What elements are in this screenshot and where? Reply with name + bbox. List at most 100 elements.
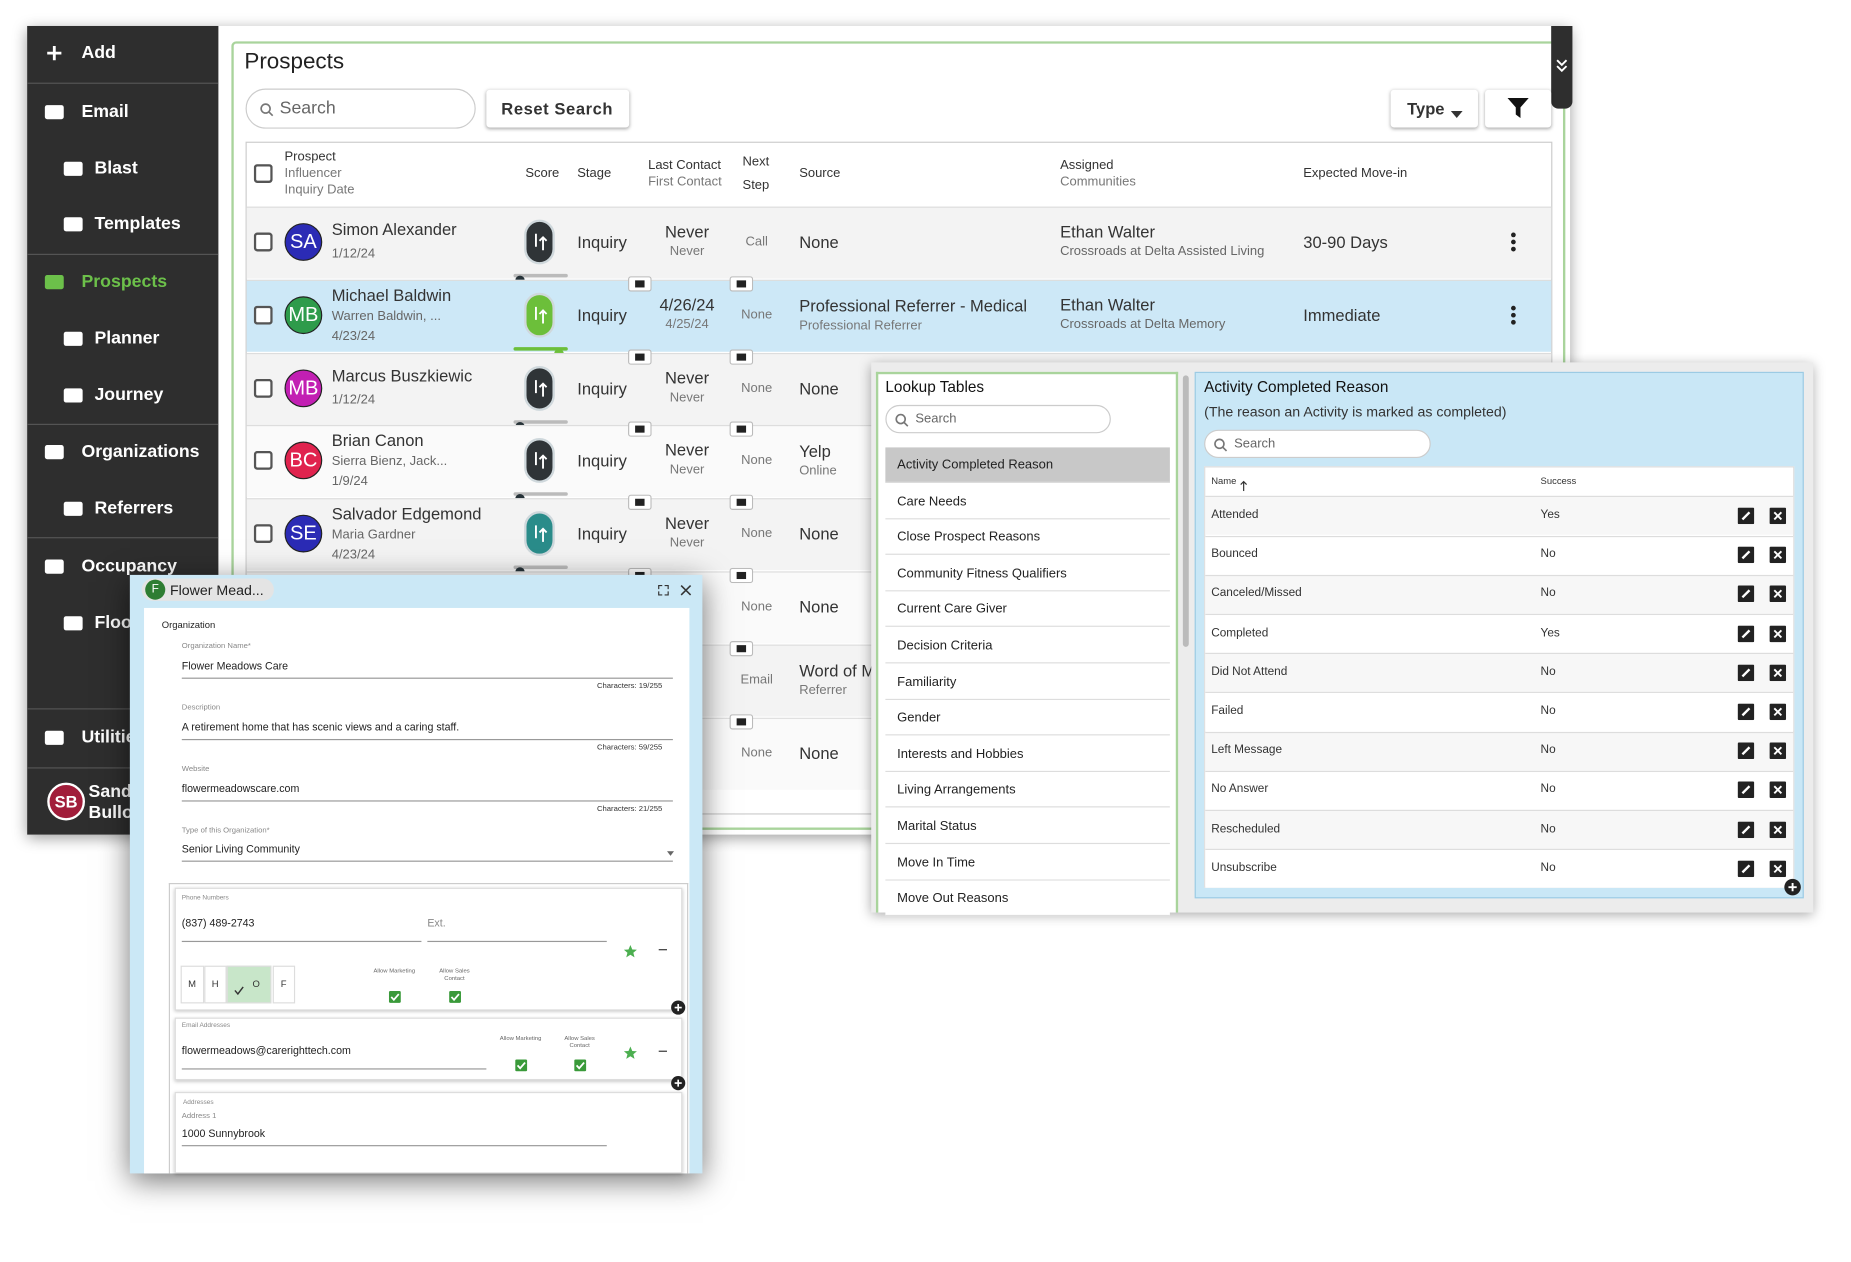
- lookup-item[interactable]: [885, 664, 1170, 700]
- add-phone-button[interactable]: [671, 1000, 686, 1015]
- checkbox[interactable]: [574, 1057, 587, 1072]
- sidebar-item[interactable]: Add: [81, 42, 116, 63]
- delete-button[interactable]: [1769, 821, 1787, 838]
- sidebar-item[interactable]: Email: [81, 101, 129, 122]
- sidebar-item[interactable]: Referrers: [94, 498, 174, 519]
- delete-button[interactable]: [1769, 781, 1787, 799]
- primary-star[interactable]: [623, 943, 637, 958]
- edit-button[interactable]: [1737, 585, 1755, 603]
- lookup-item[interactable]: [885, 628, 1170, 664]
- lookup-item[interactable]: [885, 700, 1170, 736]
- search-box[interactable]: [245, 88, 476, 129]
- contact-button[interactable]: [729, 713, 754, 730]
- field-underline[interactable]: [181, 677, 673, 679]
- sidebar-item[interactable]: Planner: [94, 328, 160, 349]
- contact-button[interactable]: [729, 348, 754, 365]
- field-underline[interactable]: [181, 1068, 487, 1070]
- lookup-item[interactable]: [885, 519, 1170, 556]
- sidebar-item[interactable]: Utilitie: [81, 727, 136, 748]
- expand-button[interactable]: [658, 581, 670, 596]
- table-row[interactable]: [246, 206, 1552, 279]
- lookup-item[interactable]: [885, 483, 1170, 519]
- checkbox[interactable]: [253, 378, 273, 398]
- sidebar-item[interactable]: Floo: [94, 612, 132, 633]
- sidebar-item[interactable]: Prospects: [81, 271, 168, 292]
- edit-button[interactable]: [1737, 546, 1755, 564]
- lookup-item[interactable]: [885, 736, 1170, 772]
- checkbox[interactable]: [253, 232, 273, 252]
- remove-button[interactable]: [658, 1050, 667, 1053]
- contact-button[interactable]: [628, 275, 652, 292]
- search-box[interactable]: [885, 404, 1111, 434]
- edit-button[interactable]: [1737, 664, 1755, 681]
- field-underline[interactable]: [181, 738, 673, 741]
- contact-button[interactable]: [729, 640, 754, 657]
- phone-kind-button[interactable]: [180, 965, 204, 1004]
- lookup-item[interactable]: [885, 447, 1170, 483]
- lookup-item[interactable]: [885, 555, 1170, 592]
- edit-button[interactable]: [1737, 507, 1755, 525]
- field-underline[interactable]: [181, 860, 673, 862]
- sidebar-item[interactable]: Organizations: [81, 441, 200, 462]
- phone-kind-button[interactable]: [203, 965, 227, 1004]
- edit-button[interactable]: [1737, 703, 1755, 721]
- delete-button-part: [1769, 585, 1787, 603]
- checkbox[interactable]: [388, 988, 401, 1003]
- field-underline[interactable]: [181, 940, 422, 943]
- delete-button[interactable]: [1769, 742, 1787, 760]
- delete-button[interactable]: [1769, 585, 1787, 603]
- phone-kind-button[interactable]: [272, 965, 296, 1004]
- field-underline[interactable]: [427, 940, 607, 943]
- type-button[interactable]: [1390, 89, 1478, 128]
- contact-button[interactable]: [729, 421, 754, 438]
- checkbox[interactable]: [253, 305, 273, 325]
- organization-tab[interactable]: [141, 578, 274, 601]
- delete-button[interactable]: [1769, 625, 1787, 642]
- sidebar-item[interactable]: Templates: [94, 213, 181, 234]
- lookup-item[interactable]: [885, 591, 1170, 628]
- close-button[interactable]: [680, 581, 692, 596]
- sidebar-item[interactable]: Occupancy: [81, 556, 177, 577]
- search-box[interactable]: [1204, 429, 1431, 459]
- edit-button[interactable]: [1737, 781, 1755, 799]
- contact-button[interactable]: [628, 348, 652, 365]
- checkbox[interactable]: [515, 1057, 528, 1072]
- field-underline[interactable]: [181, 1145, 607, 1147]
- field-underline[interactable]: [181, 800, 673, 802]
- edit-button[interactable]: [1737, 821, 1755, 838]
- lookup-item[interactable]: [885, 808, 1170, 845]
- lookup-item[interactable]: [885, 844, 1170, 881]
- delete-button[interactable]: [1769, 546, 1787, 564]
- checkbox[interactable]: [253, 451, 273, 471]
- checkbox[interactable]: [449, 988, 462, 1003]
- edit-button-part: [1737, 860, 1755, 877]
- delete-button[interactable]: [1769, 860, 1787, 877]
- checkbox[interactable]: [253, 164, 273, 183]
- row-menu[interactable]: [1509, 231, 1518, 252]
- reset-search-button[interactable]: [486, 89, 630, 128]
- row-menu[interactable]: [1509, 304, 1518, 325]
- checkbox[interactable]: [253, 524, 273, 544]
- lookup-item[interactable]: [885, 880, 1170, 917]
- contact-button[interactable]: [729, 494, 754, 511]
- delete-button[interactable]: [1769, 703, 1787, 721]
- table-row[interactable]: [246, 279, 1552, 352]
- close-button-part: [680, 584, 692, 596]
- contact-button[interactable]: [628, 494, 652, 511]
- remove-button[interactable]: [658, 949, 667, 951]
- contact-button[interactable]: [729, 567, 754, 584]
- contact-button[interactable]: [628, 421, 652, 438]
- edit-button[interactable]: [1737, 625, 1755, 642]
- delete-button[interactable]: [1769, 664, 1787, 681]
- phone-kind-button[interactable]: [226, 965, 272, 1004]
- sidebar-item[interactable]: Journey: [94, 384, 164, 405]
- contact-button[interactable]: [729, 275, 754, 292]
- add-button[interactable]: [1784, 878, 1802, 896]
- delete-button[interactable]: [1769, 507, 1787, 525]
- edit-button[interactable]: [1737, 860, 1755, 877]
- add-email-button[interactable]: [671, 1075, 686, 1091]
- lookup-item[interactable]: [885, 772, 1170, 808]
- sidebar-item[interactable]: Blast: [94, 158, 138, 179]
- primary-star[interactable]: [623, 1045, 637, 1059]
- edit-button[interactable]: [1737, 742, 1755, 760]
